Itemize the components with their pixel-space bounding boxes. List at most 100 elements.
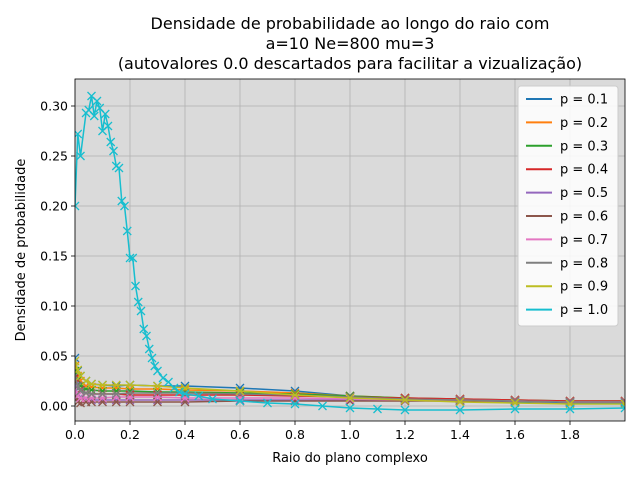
legend-label: p = 0.5 bbox=[560, 186, 608, 201]
x-ticks: 0.0 0.2 0.4 0.6 0.8 1.0 1.2 1.4 1.6 1.8 bbox=[65, 421, 580, 442]
data-point bbox=[111, 380, 121, 390]
data-point bbox=[345, 392, 355, 402]
data-point bbox=[128, 253, 138, 263]
y-tick-label: 0.10 bbox=[40, 299, 68, 314]
data-point bbox=[144, 344, 154, 354]
x-tick-label: 0.0 bbox=[65, 427, 85, 442]
data-point bbox=[180, 397, 190, 407]
data-point bbox=[75, 356, 80, 366]
data-point bbox=[153, 381, 162, 391]
y-tick-label: 0.20 bbox=[40, 199, 68, 214]
data-point bbox=[117, 196, 127, 206]
data-point bbox=[75, 353, 80, 363]
legend-item: p = 0.2 bbox=[526, 116, 608, 131]
series-p-0-9 bbox=[75, 356, 625, 409]
data-point bbox=[98, 393, 107, 403]
data-point bbox=[455, 397, 465, 407]
data-point bbox=[75, 373, 80, 383]
data-point bbox=[620, 403, 625, 413]
data-point bbox=[373, 404, 382, 414]
legend-item: p = 0.6 bbox=[526, 210, 608, 225]
data-point bbox=[133, 297, 143, 307]
legend-item: p = 0.5 bbox=[526, 186, 608, 201]
y-tick-label: 0.05 bbox=[40, 349, 68, 364]
data-point bbox=[98, 397, 107, 407]
x-tick-label: 1.8 bbox=[560, 427, 580, 442]
y-tick-label: 0.25 bbox=[40, 149, 68, 164]
x-tick-label: 0.2 bbox=[120, 427, 140, 442]
data-point bbox=[100, 109, 110, 119]
data-point bbox=[120, 201, 129, 211]
y-axis-label: Densidade de probabilidade bbox=[14, 159, 29, 342]
data-point bbox=[87, 389, 96, 399]
data-point bbox=[290, 390, 300, 400]
data-point bbox=[455, 405, 465, 415]
data-point bbox=[620, 399, 625, 409]
data-point bbox=[92, 96, 102, 106]
legend-label: p = 0.9 bbox=[560, 280, 608, 295]
data-point bbox=[142, 331, 151, 341]
data-point bbox=[147, 353, 157, 363]
data-point bbox=[510, 404, 520, 414]
data-point bbox=[87, 397, 96, 407]
data-point bbox=[98, 380, 107, 390]
data-point bbox=[136, 306, 146, 316]
legend-item: p = 0.4 bbox=[526, 163, 608, 178]
data-point bbox=[150, 361, 160, 371]
data-point bbox=[111, 389, 121, 399]
data-point bbox=[345, 393, 355, 403]
data-point bbox=[235, 386, 245, 396]
data-point bbox=[114, 163, 124, 173]
data-point bbox=[318, 401, 327, 411]
data-point bbox=[175, 387, 184, 397]
data-point bbox=[455, 396, 465, 406]
x-axis-label: Raio do plano complexo bbox=[272, 451, 428, 466]
legend-label: p = 0.1 bbox=[560, 93, 608, 108]
data-point bbox=[76, 151, 85, 161]
data-point bbox=[208, 394, 217, 404]
data-point bbox=[263, 398, 272, 408]
legend-item: p = 0.3 bbox=[526, 139, 608, 154]
x-tick-label: 1.4 bbox=[450, 427, 470, 442]
data-point bbox=[139, 324, 149, 334]
data-point bbox=[125, 392, 135, 402]
data-point bbox=[345, 403, 355, 413]
data-point bbox=[103, 121, 113, 131]
data-point bbox=[125, 380, 135, 390]
data-point bbox=[122, 226, 132, 236]
data-point bbox=[565, 404, 575, 414]
legend-label: p = 0.8 bbox=[560, 256, 608, 271]
data-point bbox=[76, 386, 85, 396]
x-tick-label: 0.8 bbox=[285, 427, 305, 442]
chart-title-line-3: (autovalores 0.0 descartados para facili… bbox=[118, 54, 582, 73]
data-point bbox=[98, 389, 107, 399]
x-tick-label: 1.0 bbox=[340, 427, 360, 442]
series-layer bbox=[75, 91, 625, 415]
data-point bbox=[194, 391, 204, 401]
x-tick-label: 0.4 bbox=[175, 427, 195, 442]
chart-title-line-2: a=10 Ne=800 mu=3 bbox=[266, 34, 435, 53]
chart-title-line-1: Densidade de probabilidade ao longo do r… bbox=[151, 14, 550, 33]
legend-item: p = 0.9 bbox=[526, 280, 608, 295]
y-ticks: 0.00 0.05 0.10 0.15 0.20 0.25 0.30 bbox=[40, 99, 75, 414]
data-point bbox=[153, 388, 162, 398]
data-point bbox=[180, 389, 190, 399]
data-point bbox=[106, 137, 116, 147]
data-point bbox=[290, 399, 300, 409]
y-tick-label: 0.30 bbox=[40, 99, 68, 114]
legend: p = 0.1 p = 0.2 p = 0.3 p = 0.4 p = 0.5 p = 0… bbox=[517, 85, 619, 327]
legend-label: p = 0.3 bbox=[560, 139, 608, 154]
data-point bbox=[400, 395, 410, 405]
data-point bbox=[235, 396, 245, 406]
legend-item: p = 0.7 bbox=[526, 233, 608, 248]
data-point bbox=[87, 379, 96, 389]
data-point bbox=[158, 373, 168, 383]
data-point bbox=[109, 146, 118, 156]
legend-label: p = 0.4 bbox=[560, 163, 608, 178]
y-tick-label: 0.15 bbox=[40, 249, 68, 264]
data-point bbox=[125, 388, 135, 398]
data-point bbox=[169, 383, 179, 393]
x-tick-label: 1.2 bbox=[395, 427, 415, 442]
data-point bbox=[153, 366, 162, 376]
